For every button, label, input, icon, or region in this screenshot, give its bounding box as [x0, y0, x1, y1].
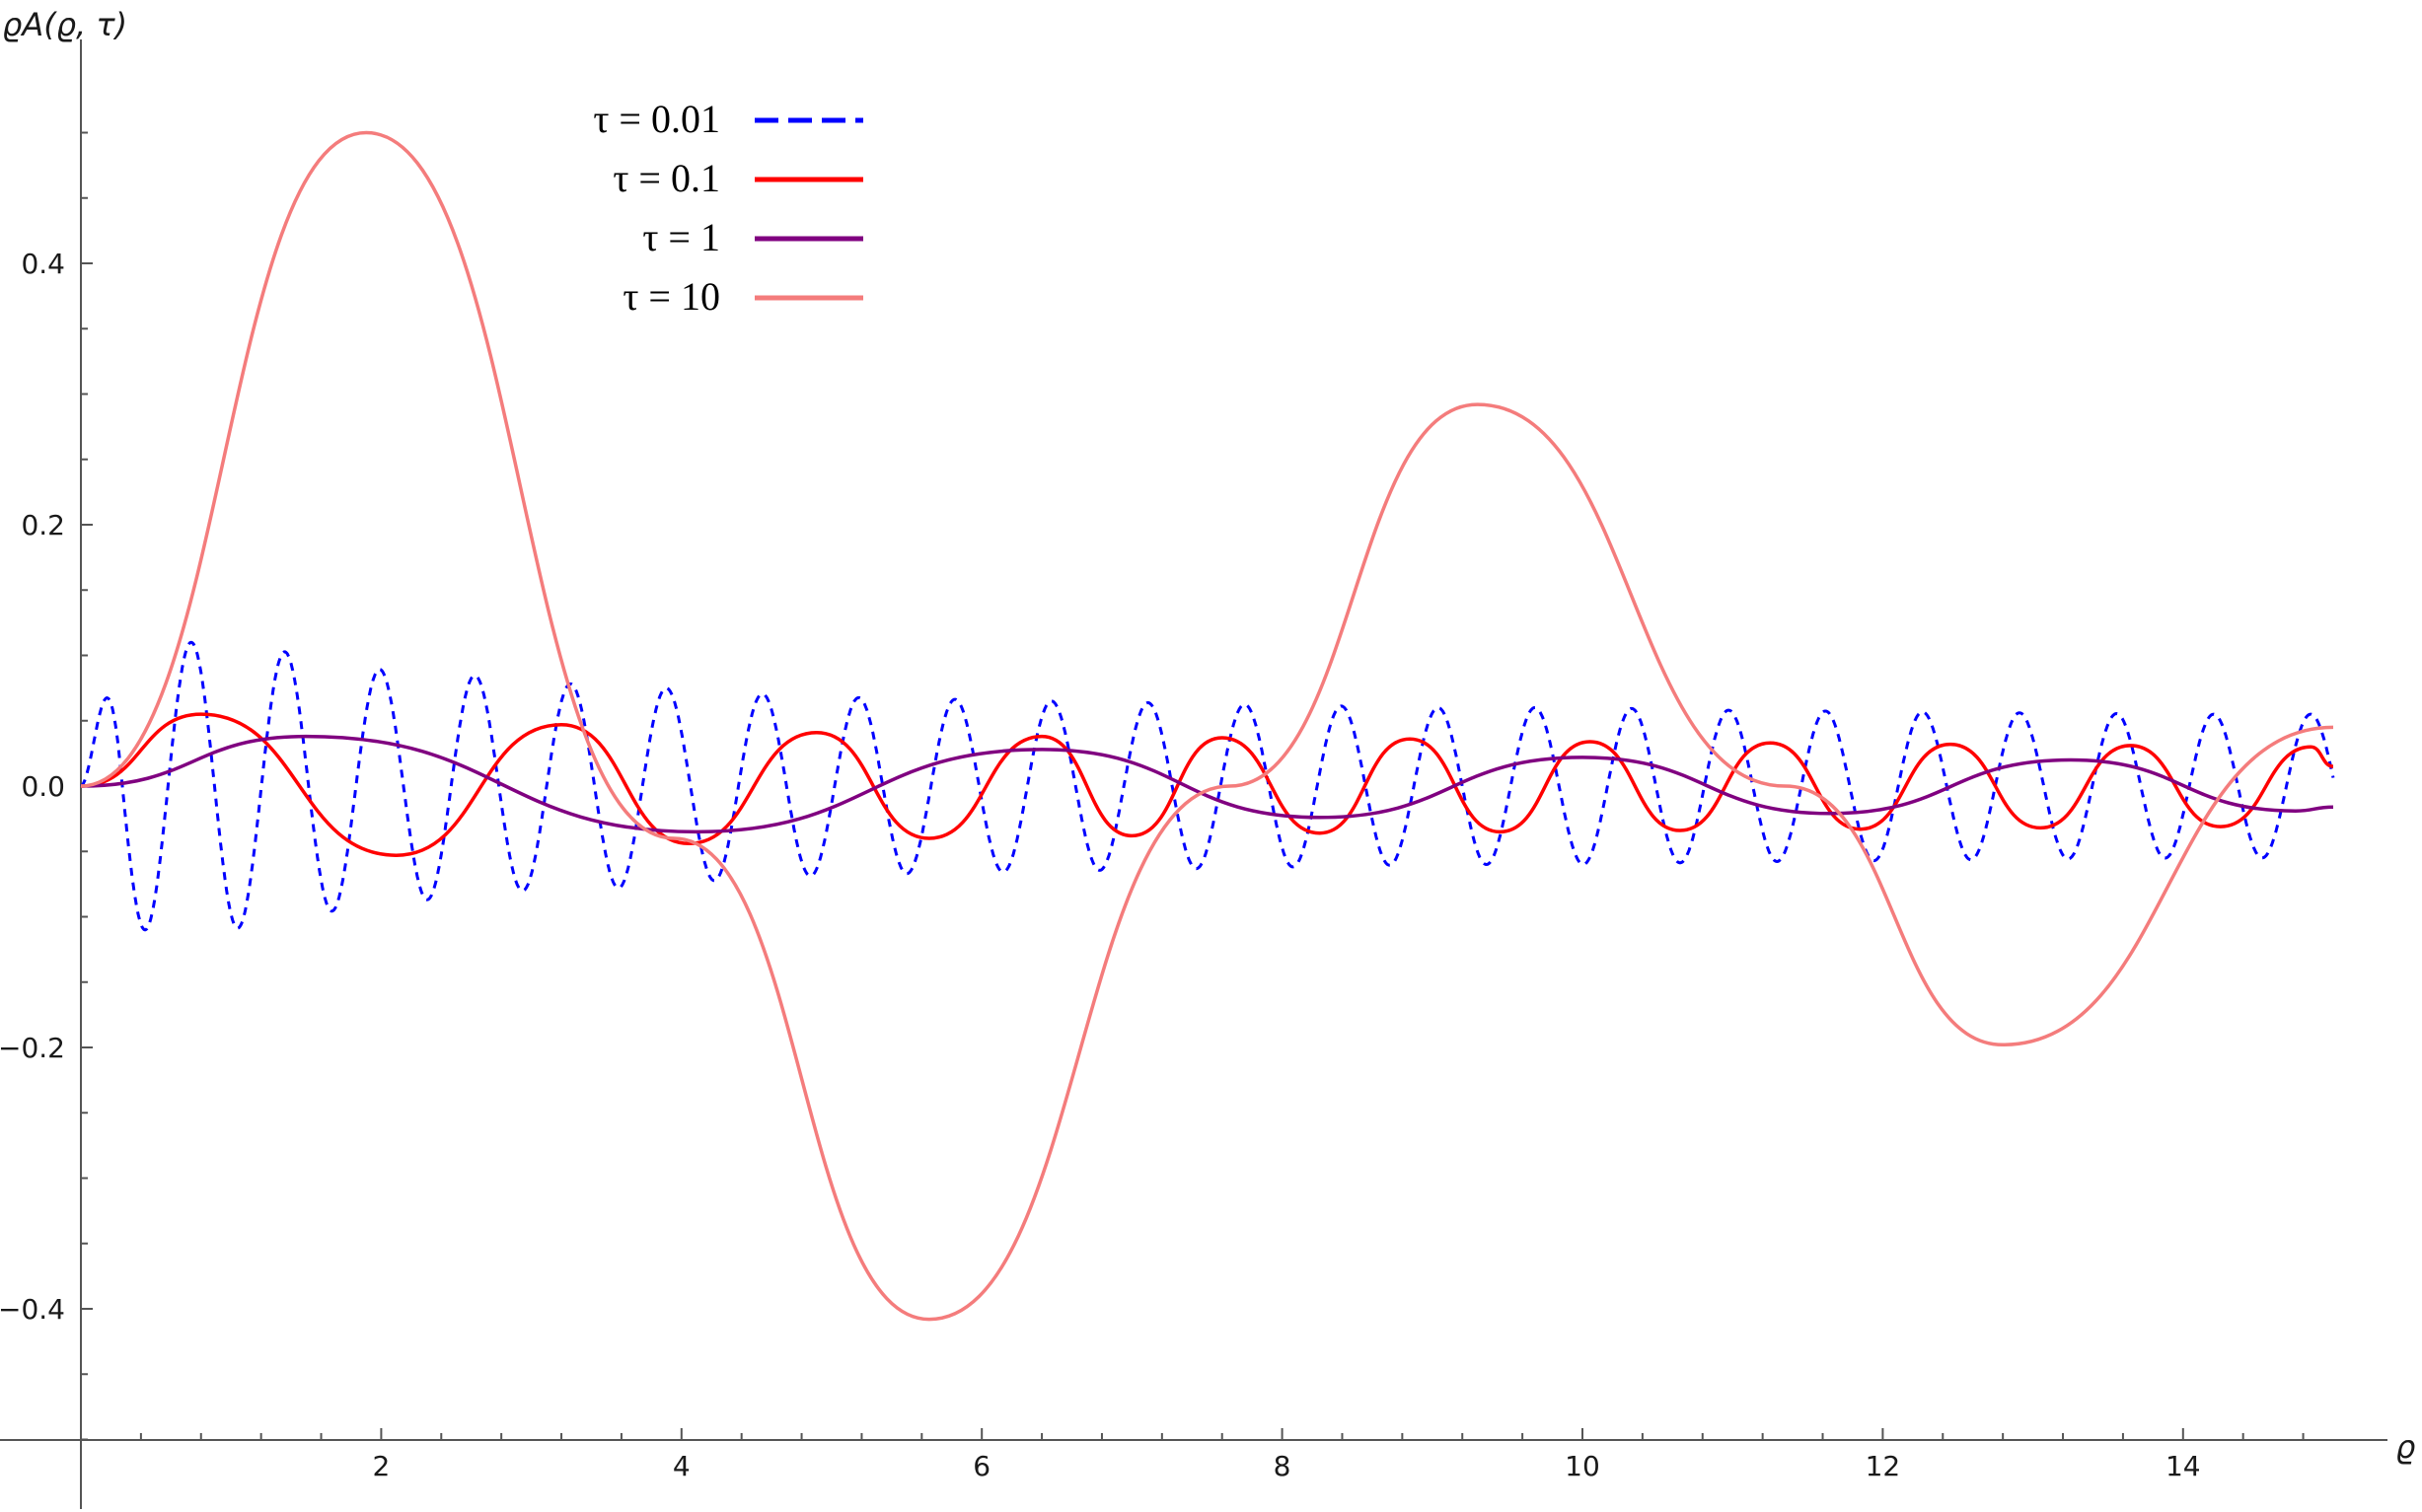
y-axis-label: ϱA(ϱ, τ) [2, 6, 127, 43]
legend: τ = 0.01 τ = 0.1 τ = 1 τ = 10 [593, 97, 863, 319]
y-tick-label: 0.0 [21, 770, 65, 803]
y-tick-label: −0.2 [0, 1032, 65, 1064]
x-tick-label: 4 [673, 1450, 691, 1482]
series-line-1 [80, 712, 2334, 857]
legend-label: τ = 1 [642, 215, 720, 259]
legend-label: τ = 0.1 [613, 156, 720, 200]
x-tick-label: 8 [1274, 1450, 1291, 1482]
series-layer [80, 130, 2335, 1322]
x-tick-label: 2 [372, 1450, 390, 1482]
legend-label: τ = 10 [623, 274, 720, 319]
axes: 2 4 6 8 10 12 14 −0.4 −0.2 0.0 0.2 0.4 ϱ ϱA(ϱ, τ) [0, 6, 2415, 1509]
x-ticks: 2 4 6 8 10 12 14 [139, 1428, 2305, 1482]
series-line-3 [80, 130, 2334, 1322]
x-tick-label: 6 [973, 1450, 991, 1482]
y-tick-label: 0.2 [21, 509, 65, 541]
x-tick-label: 12 [1866, 1450, 1901, 1482]
y-ticks: −0.4 −0.2 0.0 0.2 0.4 [0, 131, 93, 1441]
x-tick-label: 10 [1565, 1450, 1600, 1482]
x-tick-label: 14 [2165, 1450, 2201, 1482]
y-tick-label: −0.4 [0, 1293, 65, 1326]
y-tick-label: 0.4 [21, 248, 65, 280]
x-axis-label: ϱ [2395, 1428, 2415, 1466]
series-line-2 [80, 734, 2334, 834]
legend-label: τ = 0.01 [593, 97, 720, 141]
